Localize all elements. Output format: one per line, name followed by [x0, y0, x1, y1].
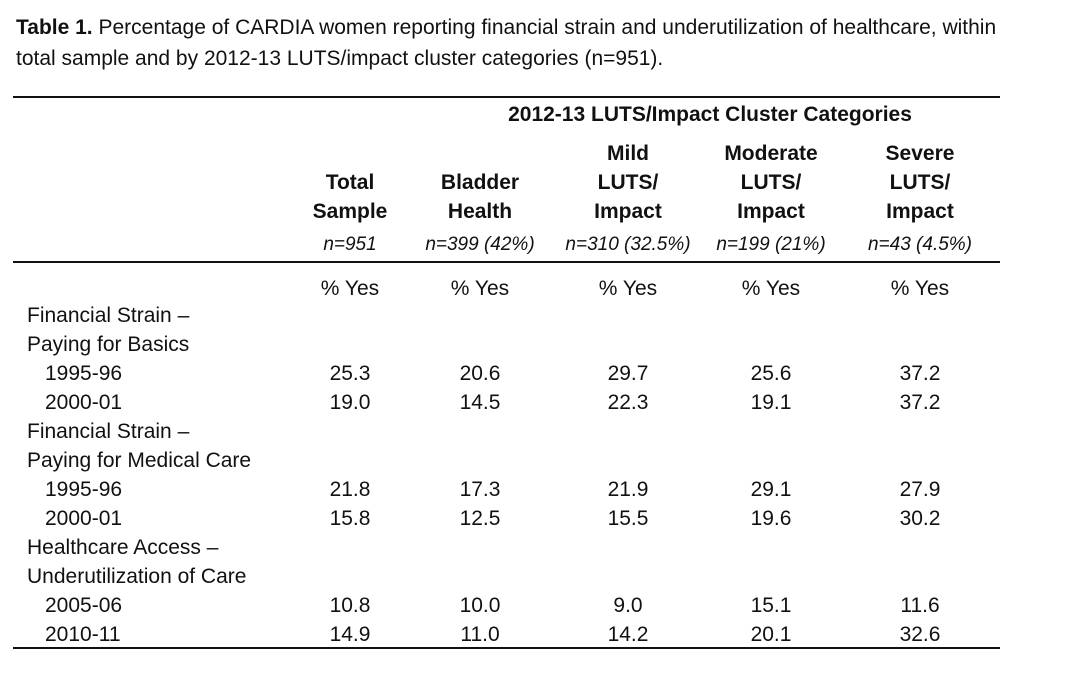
column-n: n=951 [323, 234, 377, 255]
table-cell: 37.2 [899, 362, 941, 385]
section-label: Financial Strain – [27, 420, 190, 443]
table-cell: 25.6 [750, 362, 792, 385]
row-year: 2000-01 [45, 507, 123, 530]
column-header-line: LUTS/ [740, 171, 802, 194]
column-unit: % Yes [598, 277, 658, 300]
column-header-line: Impact [886, 200, 954, 223]
column-header-line: Health [447, 200, 513, 223]
table-cell: 32.6 [899, 623, 941, 646]
table-cell: 19.0 [329, 391, 371, 414]
table-cell: 11.0 [460, 623, 500, 646]
column-header-line: Total [325, 171, 375, 194]
table-cell: 11.6 [900, 594, 940, 617]
section-label: Paying for Basics [27, 333, 190, 356]
table-cell: 17.3 [459, 478, 501, 501]
table-cell: 14.5 [459, 391, 501, 414]
column-unit: % Yes [741, 277, 801, 300]
column-header-line: LUTS/ [597, 171, 659, 194]
bottom-rule [13, 647, 1000, 649]
table-cell: 21.8 [329, 478, 371, 501]
row-year: 2010-11 [45, 623, 121, 646]
top-rule [13, 96, 1000, 98]
table-cell: 19.1 [750, 391, 792, 414]
section-label: Paying for Medical Care [27, 449, 252, 472]
table-cell: 15.5 [607, 507, 649, 530]
table-cell: 20.1 [750, 623, 792, 646]
table-cell: 29.1 [750, 478, 792, 501]
table-cell: 29.7 [607, 362, 649, 385]
table-cell: 19.6 [750, 507, 792, 530]
row-year: 2000-01 [45, 391, 123, 414]
table-cell: 10.8 [329, 594, 371, 617]
table-cell: 12.5 [459, 507, 501, 530]
table-cell: 25.3 [329, 362, 371, 385]
column-header-line: Sample [312, 200, 388, 223]
table-cell: 14.9 [329, 623, 371, 646]
column-header-line: LUTS/ [889, 171, 951, 194]
column-header: Total Sample [280, 168, 420, 226]
caption-label: Table 1. [16, 16, 93, 39]
table-cell: 14.2 [607, 623, 649, 646]
table-cell: 22.3 [607, 391, 649, 414]
table-cell: 30.2 [899, 507, 941, 530]
section-label: Underutilization of Care [27, 565, 247, 588]
cluster-group-header: 2012-13 LUTS/Impact Cluster Categories [508, 103, 912, 126]
section-label: Financial Strain – [27, 304, 190, 327]
row-year: 1995-96 [45, 362, 123, 385]
column-n: n=310 (32.5%) [565, 234, 691, 255]
column-header: Bladder Health [410, 168, 550, 226]
section-label: Healthcare Access – [27, 536, 219, 559]
column-n: n=399 (42%) [425, 234, 535, 255]
column-header: Severe LUTS/Impact [850, 139, 990, 226]
column-header-line: Moderate [724, 142, 818, 165]
table-cell: 21.9 [607, 478, 649, 501]
column-n: n=43 (4.5%) [867, 234, 973, 255]
table-cell: 20.6 [459, 362, 501, 385]
table-cell: 15.8 [329, 507, 371, 530]
column-header-line: Severe [885, 142, 955, 165]
row-year: 2005-06 [45, 594, 123, 617]
column-n: n=199 (21%) [716, 234, 826, 255]
table-cell: 27.9 [899, 478, 941, 501]
header-rule [13, 261, 1000, 263]
column-header-line: Impact [594, 200, 662, 223]
table-cell: 37.2 [899, 391, 941, 414]
table-cell: 15.1 [750, 594, 792, 617]
column-unit: % Yes [320, 277, 380, 300]
column-header: Mild LUTS/Impact [558, 139, 698, 226]
caption-text: Percentage of CARDIA women reporting fin… [16, 16, 997, 70]
table-caption: Table 1. Percentage of CARDIA women repo… [16, 12, 1016, 74]
column-header-line: Bladder [440, 171, 520, 194]
table-cell: 10.0 [459, 594, 501, 617]
column-header-line: Mild [607, 142, 649, 165]
column-header-line: Impact [737, 200, 805, 223]
column-unit: % Yes [890, 277, 950, 300]
row-year: 1995-96 [45, 478, 123, 501]
table-cell: 9.0 [613, 594, 643, 617]
column-unit: % Yes [450, 277, 510, 300]
column-header: Moderate LUTS/Impact [701, 139, 841, 226]
